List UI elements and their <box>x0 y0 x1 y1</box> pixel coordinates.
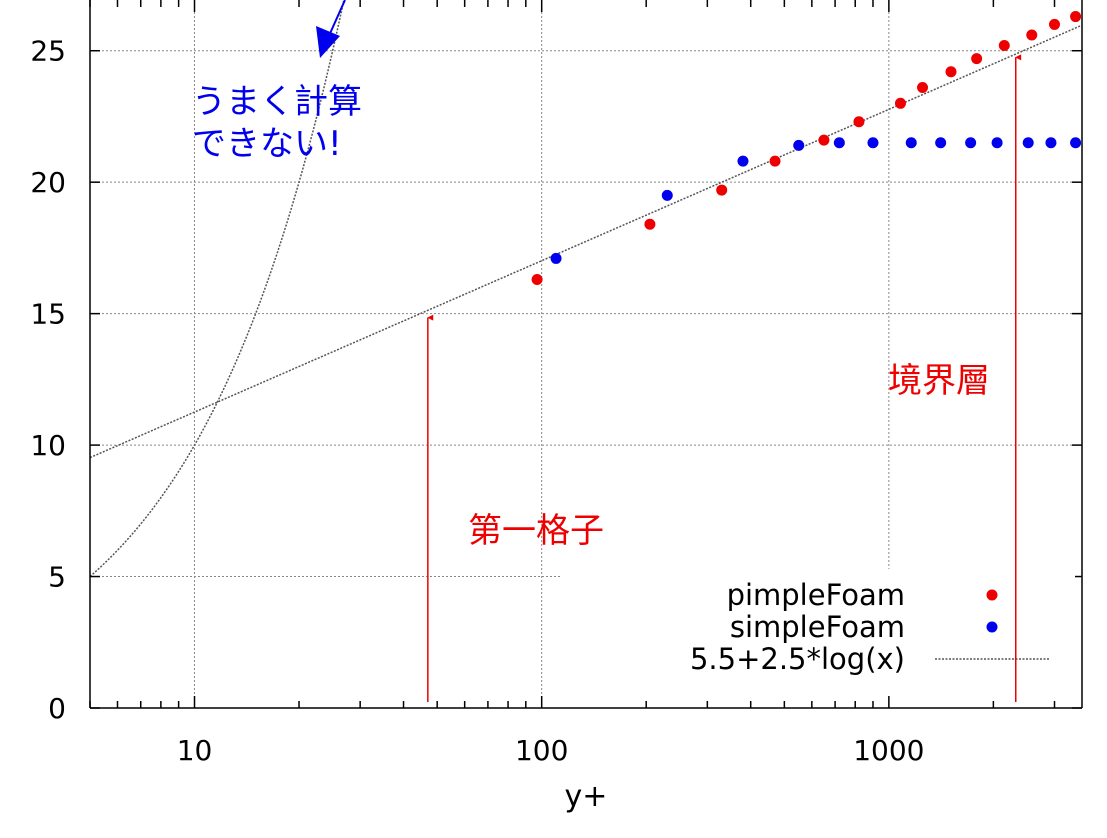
simpleFoam-point <box>793 139 805 151</box>
umaku-annotation-line: できない! <box>192 124 342 164</box>
simpleFoam-point <box>935 137 947 149</box>
axis-ticks <box>89 0 1082 709</box>
umaku-annotation-line: うまく計算 <box>192 82 362 122</box>
pimpleFoam-point <box>716 184 728 196</box>
linear-law-line <box>90 0 345 578</box>
legend-label: 5.5+2.5*log(x) <box>690 642 905 676</box>
simpleFoam-point <box>867 137 879 149</box>
simpleFoam-point <box>1022 137 1034 149</box>
pimpleFoam-point <box>818 134 830 146</box>
x-tick-label: 10 <box>177 734 213 767</box>
simpleFoam-point <box>1070 137 1082 149</box>
pimpleFoam-point <box>998 39 1010 51</box>
plot-frame <box>89 0 1083 709</box>
pimpleFoam-point <box>917 82 929 94</box>
tick-labels: 0 5 10 15 20 25 10 100 1000 <box>30 35 924 767</box>
pimpleFoam-point <box>894 97 906 109</box>
legend-label: pimpleFoam <box>727 578 905 612</box>
y-tick-label: 25 <box>30 35 66 68</box>
y-tick-label: 15 <box>30 298 66 331</box>
pimpleFoam-point <box>853 116 865 128</box>
pimpleFoam-point <box>644 218 656 230</box>
pimpleFoam-point <box>1026 29 1038 41</box>
simpleFoam-point <box>661 189 673 201</box>
simpleFoam-point <box>905 137 917 149</box>
y-tick-label: 20 <box>30 166 66 199</box>
pimpleFoam-point <box>531 273 543 285</box>
pimpleFoam-point <box>945 66 957 78</box>
legend-label: simpleFoam <box>730 610 905 644</box>
kyokai-label: 境界層 <box>888 361 990 401</box>
simpleFoam-point <box>991 137 1003 149</box>
y-tick-label: 5 <box>48 561 66 594</box>
legend-background <box>560 569 1075 695</box>
simpleFoam-point <box>965 137 977 149</box>
simpleFoam-point <box>737 155 749 167</box>
pimpleFoam-point <box>769 155 781 167</box>
simpleFoam-point <box>833 137 845 149</box>
y-tick-label: 10 <box>30 429 66 462</box>
legend-marker <box>986 589 998 601</box>
simpleFoam-point <box>550 252 562 264</box>
simpleFoam-point <box>1045 137 1057 149</box>
daiichi-label: 第一格子 <box>468 511 604 551</box>
legend-marker <box>986 621 998 633</box>
data-points <box>531 11 1082 285</box>
log-law-line <box>90 24 1082 459</box>
y-tick-label: 0 <box>48 692 66 725</box>
x-axis-title: y+ <box>565 779 608 814</box>
x-tick-label: 100 <box>515 734 568 767</box>
pimpleFoam-point <box>971 53 983 65</box>
pimpleFoam-point <box>1070 11 1082 23</box>
x-tick-label: 1000 <box>853 734 924 767</box>
umaku-arrow-line <box>327 0 346 39</box>
pimpleFoam-point <box>1049 18 1061 30</box>
umaku-arrow-head <box>316 26 340 58</box>
curves <box>90 0 1082 578</box>
